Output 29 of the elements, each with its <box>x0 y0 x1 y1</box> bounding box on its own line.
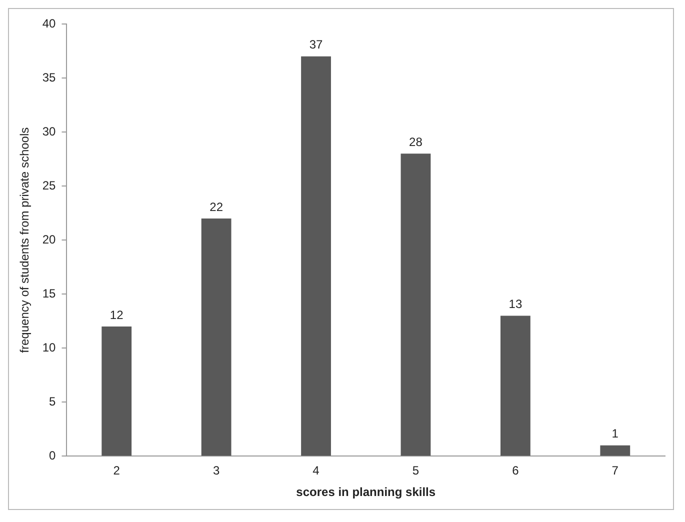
y-tick-label: 30 <box>42 124 56 138</box>
bar <box>400 154 431 456</box>
y-tick-label: 25 <box>42 178 56 192</box>
y-tick-label: 35 <box>42 70 56 84</box>
data-label: 1 <box>612 426 619 441</box>
x-tick-label: 7 <box>612 464 619 478</box>
data-label: 28 <box>409 134 423 149</box>
x-tick-label: 5 <box>412 464 420 478</box>
bar <box>301 56 331 456</box>
data-label: 22 <box>210 200 224 214</box>
y-tick-label: 10 <box>42 340 56 354</box>
bar <box>201 218 232 456</box>
x-tick-label: 4 <box>312 464 320 478</box>
data-label: 13 <box>508 297 522 312</box>
x-axis-title: scores in planning skills <box>296 485 436 500</box>
data-label: 12 <box>110 308 124 322</box>
y-tick-label: 20 <box>42 232 56 246</box>
x-tick-label: 3 <box>212 464 220 478</box>
y-tick-label: 15 <box>42 286 56 300</box>
y-axis-title: frequency of students from private schools <box>18 127 32 353</box>
y-tick-label: 5 <box>49 394 56 408</box>
bar <box>500 316 530 456</box>
x-tick-label: 6 <box>512 464 520 478</box>
x-tick-label: 2 <box>113 464 120 478</box>
bar <box>102 326 132 456</box>
y-tick-label: 0 <box>49 448 56 463</box>
y-tick-label: 40 <box>42 16 56 30</box>
data-label: 37 <box>309 38 324 52</box>
bar <box>600 445 630 456</box>
